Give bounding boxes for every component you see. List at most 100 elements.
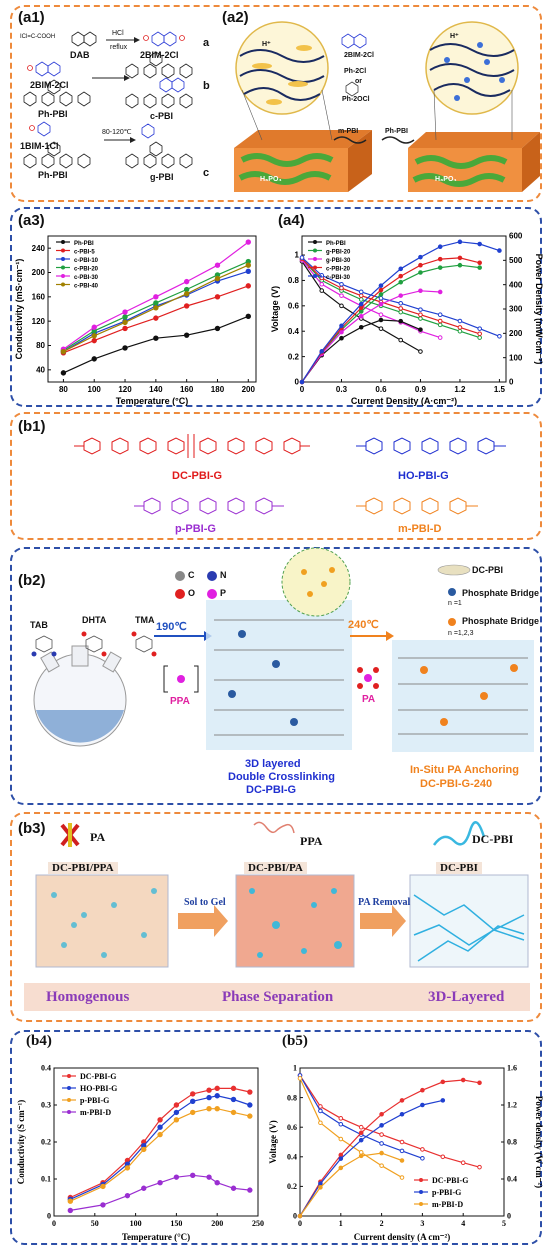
b3-box1-label: DC-PBI/PPA xyxy=(48,862,118,874)
panel-b1 xyxy=(10,412,542,540)
data-point xyxy=(418,316,423,321)
data-point xyxy=(157,1131,163,1138)
data-point xyxy=(183,303,190,309)
ppbig-structure xyxy=(134,497,284,515)
b2-bridge2-label: Phosphate Bridge xyxy=(462,616,540,626)
legend-marker xyxy=(67,1074,71,1078)
legend-label: p-PBI-G xyxy=(432,1188,461,1197)
data-point xyxy=(379,1111,384,1117)
legend-label: p-PBI-G xyxy=(80,1096,109,1105)
panel-b3 xyxy=(10,812,542,1022)
phpbi1-structure xyxy=(23,79,91,107)
data-point xyxy=(339,329,344,335)
b2-tma-label: TMA xyxy=(135,615,155,625)
y2-tick-label: 0 xyxy=(509,378,514,387)
data-point xyxy=(398,293,404,298)
x-tick-label: 0 xyxy=(300,385,305,394)
data-point xyxy=(247,1102,253,1108)
data-point xyxy=(358,297,364,302)
b2-label2-line2: DC-PBI-G-240 xyxy=(420,778,493,790)
data-point xyxy=(358,1130,364,1136)
data-point xyxy=(457,255,463,261)
b2-tab-label: TAB xyxy=(30,620,48,630)
x-tick-label: 2 xyxy=(380,1219,384,1228)
a1-phpbi1-label: Ph-PBI xyxy=(38,109,68,119)
data-point xyxy=(91,324,97,330)
stage-bar xyxy=(24,983,530,1011)
a1-cpbi-label: c-PBI xyxy=(150,111,174,121)
data-point xyxy=(379,1141,384,1146)
x-tick-label: 0.9 xyxy=(415,385,427,394)
data-point xyxy=(398,300,404,306)
b2-temp1: 190℃ xyxy=(156,621,187,633)
y-axis-label: Voltage (V) xyxy=(268,1120,278,1163)
b1-hopbig-label: HO-PBI-G xyxy=(398,470,449,482)
legend-marker xyxy=(61,282,65,287)
data-point xyxy=(338,1116,344,1121)
panel-tag-b1: (b1) xyxy=(18,418,46,435)
legend-label: DC-PBI-G xyxy=(432,1176,468,1185)
data-point xyxy=(358,1124,364,1130)
a2-h3po4-right: H₃PO₄ xyxy=(435,176,457,183)
legend-label: c-PBI-30 xyxy=(326,275,351,281)
legend-label: c-PBI-5 xyxy=(74,250,95,256)
b1-dcpbig-label: DC-PBI-G xyxy=(172,470,223,482)
a4-chart: 0 0.3 0.6 0.9 1.2 1.500.20.40.60.810100200300… xyxy=(270,232,544,406)
data-point xyxy=(318,1185,323,1190)
a2-mpbi-label: m-PBI xyxy=(338,128,359,135)
data-point xyxy=(418,288,423,294)
data-point xyxy=(457,318,463,324)
y2-tick-label: 0.4 xyxy=(507,1175,517,1184)
data-point xyxy=(398,266,404,272)
series-line xyxy=(301,264,480,383)
x-tick-label: 100 xyxy=(88,385,102,394)
data-point xyxy=(358,301,364,307)
data-point xyxy=(440,1098,446,1103)
y2-tick-label: 200 xyxy=(509,329,523,338)
arrow-pa-removal xyxy=(360,905,406,937)
panel-tag-a2: (a2) xyxy=(222,9,249,26)
panel-tag-a3: (a3) xyxy=(18,212,45,229)
y2-tick-label: 100 xyxy=(509,353,523,362)
y2-tick-label: 1.6 xyxy=(507,1064,517,1073)
data-point xyxy=(230,1109,237,1116)
data-point xyxy=(338,1121,344,1127)
data-point xyxy=(153,315,159,321)
data-point xyxy=(67,1198,74,1204)
a3-chart: 80 100 120 140 160 180 200 40 80 120 160 200 240 Temp… xyxy=(14,235,257,406)
panel-tag-a1: (a1) xyxy=(18,9,45,26)
b3-arrow1-label: Sol to Gel xyxy=(184,897,226,908)
data-point xyxy=(299,255,305,260)
series-line xyxy=(299,1075,480,1168)
series-line xyxy=(299,1078,403,1179)
legend-label: m-PBI-D xyxy=(432,1200,463,1209)
legend-label: g-PBI-30 xyxy=(326,258,351,264)
legend-label: Ph-PBI xyxy=(74,241,94,247)
data-point xyxy=(299,379,305,385)
data-point xyxy=(477,326,482,331)
data-point xyxy=(420,1155,425,1161)
y-tick-label: 0.8 xyxy=(287,1093,297,1102)
a1-scheme xyxy=(23,31,193,169)
x-tick-label: 1.2 xyxy=(454,385,466,394)
y-tick-label: 40 xyxy=(36,366,45,375)
a2-hplus-left: H⁺ xyxy=(262,41,271,48)
data-point xyxy=(477,1164,482,1170)
plot-frame xyxy=(47,235,257,383)
x-tick-label: 120 xyxy=(118,385,132,394)
a2-bim-label: 2BIM-2Cl xyxy=(344,52,374,59)
panel-tag-b3: (b3) xyxy=(18,820,46,837)
x-tick-label: 0.6 xyxy=(375,385,387,394)
data-point xyxy=(153,294,159,300)
data-point xyxy=(399,1148,405,1154)
legend-label: c-PBI-10 xyxy=(74,258,99,264)
y2-tick-label: 1.2 xyxy=(507,1101,517,1110)
x-tick-label: 5 xyxy=(502,1219,506,1228)
x-tick-label: 80 xyxy=(59,385,68,394)
x-tick-label: 50 xyxy=(91,1219,99,1228)
a2-schematic xyxy=(234,21,540,192)
data-point xyxy=(319,349,325,354)
data-point xyxy=(183,332,190,338)
y2-axis-label: Power Density (mW·cm⁻²) xyxy=(534,254,544,365)
a2-hplus-right: H⁺ xyxy=(450,33,459,40)
